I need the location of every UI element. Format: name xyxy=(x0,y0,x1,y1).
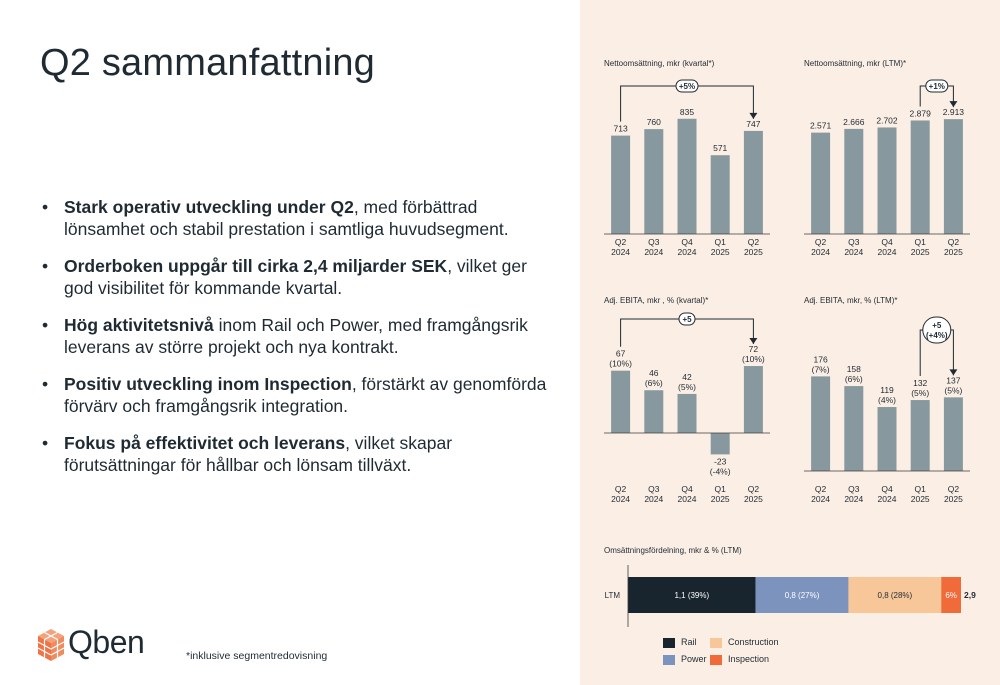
legend-item-rail: Rail xyxy=(663,637,697,648)
logo-text: Qben xyxy=(68,624,145,660)
bullet-item: Orderboken uppgår till cirka 2,4 miljard… xyxy=(42,255,552,299)
bullet-item: Stark operativ utveckling under Q2, med … xyxy=(42,196,552,240)
legend-item-inspection: Inspection xyxy=(710,654,769,665)
bullet-text: , vilket skapar förutsättningar för håll… xyxy=(64,433,453,475)
bullet-item: Hög aktivitetsnivå inom Rail och Power, … xyxy=(42,314,552,358)
legend-label-power: Power xyxy=(681,654,707,664)
bullet-bold-text: Positiv utveckling inom Inspection xyxy=(64,374,352,394)
legend-item-power: Power xyxy=(663,654,707,665)
legend-label-rail: Rail xyxy=(681,637,697,647)
bullet-bold-text: Hög aktivitetsnivå xyxy=(64,315,214,335)
bullet-text: , förstärkt av genomförda förvärv och fr… xyxy=(64,374,547,416)
bullet-text: , med förbättrad lönsamhet och stabil pr… xyxy=(64,197,509,239)
company-logo: Qben xyxy=(36,624,146,662)
legend-label-construction: Construction xyxy=(728,637,779,647)
legend-swatch-construction xyxy=(710,637,722,648)
page-title: Q2 sammanfattning xyxy=(40,42,376,84)
legend-swatch-rail xyxy=(663,637,675,648)
logo-cube-icon xyxy=(37,629,65,661)
bullet-text: , vilket ger god visibilitet för kommand… xyxy=(64,256,527,298)
revenue-split-legend: Rail Construction Power Inspection xyxy=(663,637,803,673)
legend-label-inspection: Inspection xyxy=(728,654,770,664)
bullet-bold-text: Stark operativ utveckling under Q2 xyxy=(64,197,354,217)
legend-item-construction: Construction xyxy=(710,637,779,648)
charts-panel xyxy=(580,0,1000,685)
legend-swatch-power xyxy=(663,654,675,665)
bullet-text: inom Rail och Power, med framgångsrik le… xyxy=(64,315,528,357)
footnote: *inklusive segmentredovisning xyxy=(186,650,328,662)
bullet-item: Positiv utveckling inom Inspection, förs… xyxy=(42,373,552,417)
summary-bullet-list: Stark operativ utveckling under Q2, med … xyxy=(42,196,552,491)
bullet-bold-text: Orderboken uppgår till cirka 2,4 miljard… xyxy=(64,256,448,276)
bullet-bold-text: Fokus på effektivitet och leverans xyxy=(64,433,346,453)
bullet-item: Fokus på effektivitet och leverans, vilk… xyxy=(42,432,552,476)
legend-swatch-inspection xyxy=(710,654,722,665)
left-panel: Q2 sammanfattning Stark operativ utveckl… xyxy=(0,0,580,685)
